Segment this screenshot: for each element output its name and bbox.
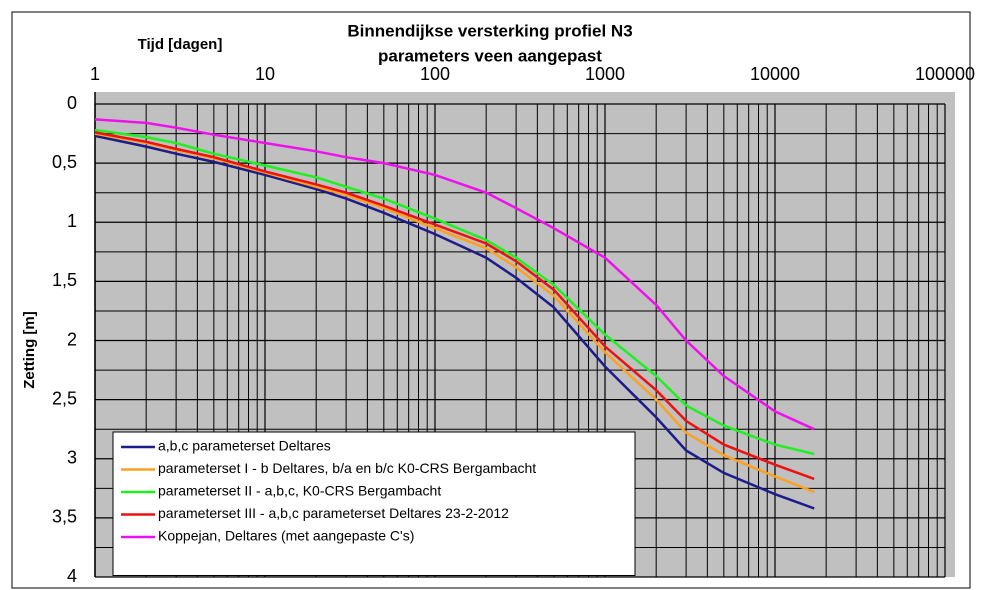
y-tick-label: 3,5 [52,507,77,527]
x-tick-label: 1000 [585,64,625,84]
x-tick-label: 1 [90,64,100,84]
legend-label: parameterset III - a,b,c parameterset De… [158,505,509,521]
x-tick-label: 10 [255,64,275,84]
y-tick-label: 0,5 [52,152,77,172]
series-line [94,118,815,431]
y-tick-label: 2 [67,329,77,349]
legend-label: parameterset II - a,b,c, K0-CRS Bergamba… [158,483,441,499]
series-line [94,131,815,481]
x-tick-label: 10000 [750,64,800,84]
y-tick-label: 4 [67,566,77,586]
legend-box [112,431,636,576]
y-tick-label: 1,5 [52,270,77,290]
legend: a,b,c parameterset Deltares parameterset … [112,431,636,576]
y-tick-label: 3 [67,448,77,468]
y-tick-label: 2,5 [52,388,77,408]
series-line [94,128,815,456]
legend-label: Koppejan, Deltares (met aangepaste C's) [158,528,414,544]
x-axis-label: Tijd [dagen] [138,36,223,53]
series-line [94,134,815,510]
x-tick-label: 100 [420,64,450,84]
legend-label: parameterset I - b Deltares, b/a en b/c … [158,460,536,476]
y-tick-label: 1 [67,211,77,231]
y-axis-label: Zetting [m] [21,311,38,388]
x-tick-label: 100000 [915,64,975,84]
chart-title: Binnendijkse versterking profiel N3 [347,21,632,40]
y-tick-label: 0 [67,93,77,113]
legend-label: a,b,c parameterset Deltares [158,438,331,454]
chart-subtitle: parameters veen aangepast [378,46,602,65]
